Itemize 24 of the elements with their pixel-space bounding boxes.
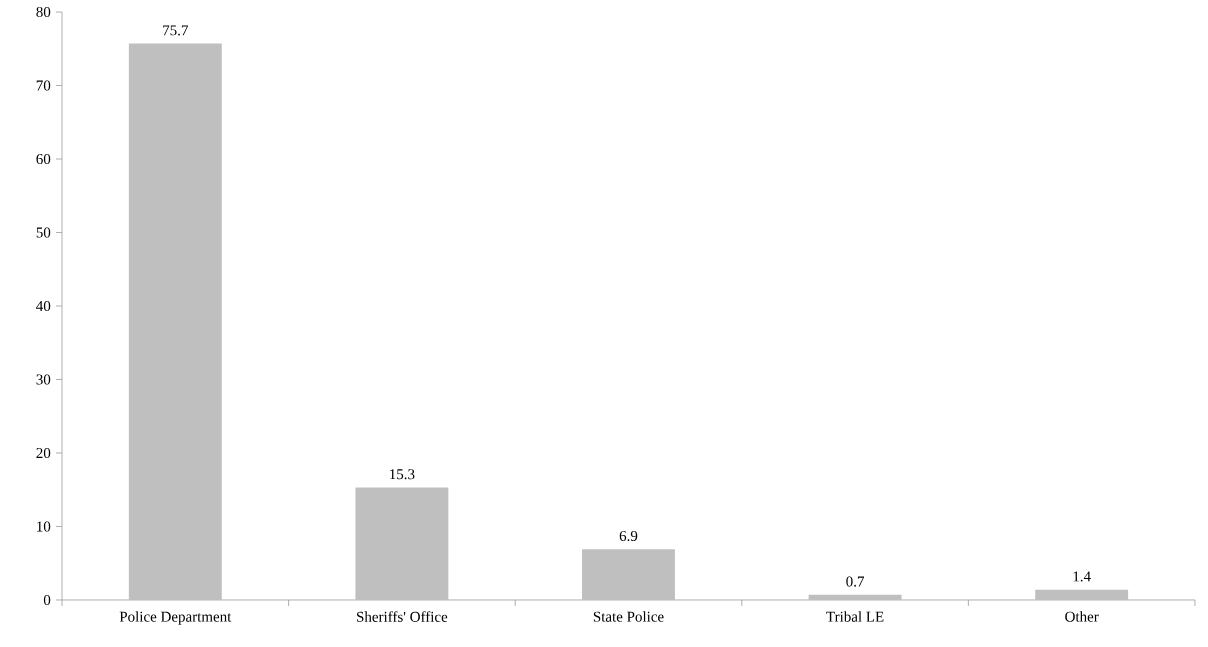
x-tick-label: State Police xyxy=(593,611,664,622)
data-label: 0.7 xyxy=(846,576,865,587)
y-tick-label: 60 xyxy=(36,153,51,165)
x-tick-label: Tribal LE xyxy=(826,611,884,622)
bar xyxy=(355,487,449,600)
x-tick-label: Other xyxy=(1065,611,1099,622)
y-tick-label: 0 xyxy=(43,594,51,606)
y-tick-label: 30 xyxy=(36,374,51,385)
y-tick-label: 10 xyxy=(37,521,51,532)
data-label: 75.7 xyxy=(163,25,188,36)
bar xyxy=(1035,589,1129,600)
data-label: 15.3 xyxy=(390,469,415,480)
data-label: 1.4 xyxy=(1073,571,1091,582)
bar xyxy=(128,43,222,600)
data-label: 6.9 xyxy=(619,530,638,542)
y-tick-label: 40 xyxy=(36,300,51,312)
bar xyxy=(808,594,902,600)
y-tick-label: 50 xyxy=(36,227,51,238)
x-tick-label: Police Department xyxy=(119,611,232,625)
y-tick-label: 20 xyxy=(36,447,51,459)
bar xyxy=(582,549,675,600)
y-tick-label: 80 xyxy=(36,6,51,18)
x-tick-label: Sheriffs' Office xyxy=(357,611,448,622)
y-tick-label: 70 xyxy=(36,80,51,91)
